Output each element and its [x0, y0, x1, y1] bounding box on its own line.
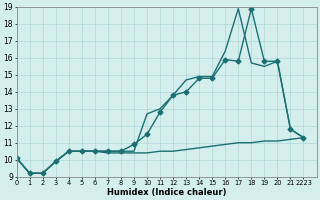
X-axis label: Humidex (Indice chaleur): Humidex (Indice chaleur): [107, 188, 226, 197]
